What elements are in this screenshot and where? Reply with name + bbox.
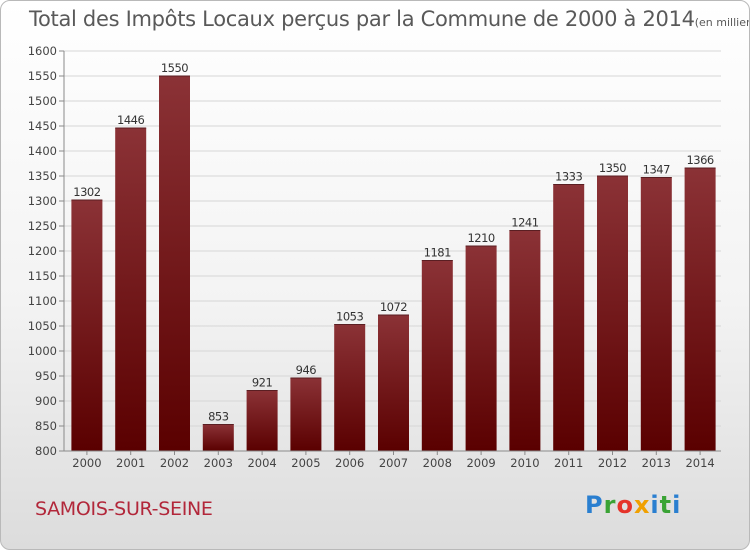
- y-tick-label: 1300: [28, 194, 57, 208]
- data-label: 946: [296, 363, 317, 377]
- bar: [202, 424, 234, 451]
- bar: [421, 260, 453, 451]
- bar: [640, 177, 672, 451]
- x-axis: 2000 2001 2002 2003 2004 2005 2006 2007 2008 2009…: [64, 450, 721, 470]
- x-tick-label: 2005: [291, 456, 320, 470]
- y-tick-label: 1450: [28, 119, 57, 133]
- x-tick-label: 2012: [598, 456, 627, 470]
- x-tick-label: 2011: [554, 456, 583, 470]
- data-label: 921: [252, 376, 273, 390]
- data-label: 1302: [73, 185, 100, 199]
- chart-title: Total des Impôts Locaux perçus par la Co…: [29, 7, 749, 31]
- y-tick-label: 1100: [28, 294, 57, 308]
- bar: [684, 168, 716, 451]
- data-label: 1210: [467, 231, 494, 245]
- commune-name: SAMOIS-SUR-SEINE: [35, 498, 213, 520]
- y-tick-label: 1200: [28, 244, 57, 258]
- x-tick-label: 2007: [379, 456, 408, 470]
- y-tick-label: 1400: [28, 144, 57, 158]
- bar: [509, 230, 541, 451]
- x-tick-label: 2003: [204, 456, 233, 470]
- data-label: 1347: [643, 163, 670, 177]
- bar: [71, 200, 103, 451]
- x-tick-label: 2013: [642, 456, 671, 470]
- data-label: 1366: [686, 153, 713, 167]
- bar: [159, 76, 190, 451]
- bar: [378, 315, 409, 451]
- y-tick-label: 850: [35, 419, 57, 433]
- proxiti-logo[interactable]: Proxiti: [585, 491, 682, 519]
- x-tick-label: 2009: [466, 456, 495, 470]
- data-label: 1181: [424, 246, 451, 260]
- y-tick-label: 1050: [28, 319, 57, 333]
- y-tick-label: 950: [35, 369, 57, 383]
- x-tick-label: 2006: [335, 456, 364, 470]
- x-tick-label: 2010: [510, 456, 539, 470]
- y-tick-label: 1000: [28, 344, 57, 358]
- bar: [553, 184, 585, 451]
- x-tick-label: 2001: [116, 456, 145, 470]
- y-tick-label: 1600: [28, 44, 57, 58]
- x-tick-label: 2002: [160, 456, 189, 470]
- data-label: 1350: [599, 161, 626, 175]
- data-label: 1446: [117, 113, 144, 127]
- data-label: 1241: [511, 216, 538, 230]
- bar: [597, 176, 628, 451]
- y-tick-label: 1500: [28, 94, 57, 108]
- unit-note: (en milliers d'€): [694, 16, 749, 29]
- y-tick-label: 1350: [28, 169, 57, 183]
- y-tick-label: 1250: [28, 219, 57, 233]
- bars: 1302 1446 1550 853 921 946 1053 1072 1181 1210 124…: [71, 61, 716, 451]
- y-tick-label: 1550: [28, 69, 57, 83]
- x-tick-label: 2000: [72, 456, 101, 470]
- title-text: Total des Impôts Locaux perçus par la Co…: [29, 7, 695, 31]
- bar: [115, 128, 147, 451]
- y-tick-label: 1150: [28, 269, 57, 283]
- x-tick-label: 2008: [423, 456, 452, 470]
- data-label: 1072: [380, 300, 407, 314]
- y-axis: 800 850 900 950 1000 1050 1100 1150 1200 1250 1300…: [28, 44, 65, 458]
- x-tick-label: 2004: [247, 456, 276, 470]
- data-label: 853: [208, 410, 229, 424]
- bar: [334, 324, 366, 451]
- data-label: 1333: [555, 170, 582, 184]
- bar: [465, 246, 497, 451]
- bar: [290, 378, 322, 451]
- data-label: 1550: [161, 61, 188, 75]
- y-tick-label: 900: [35, 394, 57, 408]
- bar: [246, 390, 278, 451]
- x-tick-label: 2014: [685, 456, 714, 470]
- y-tick-label: 800: [35, 444, 57, 458]
- data-label: 1053: [336, 310, 363, 324]
